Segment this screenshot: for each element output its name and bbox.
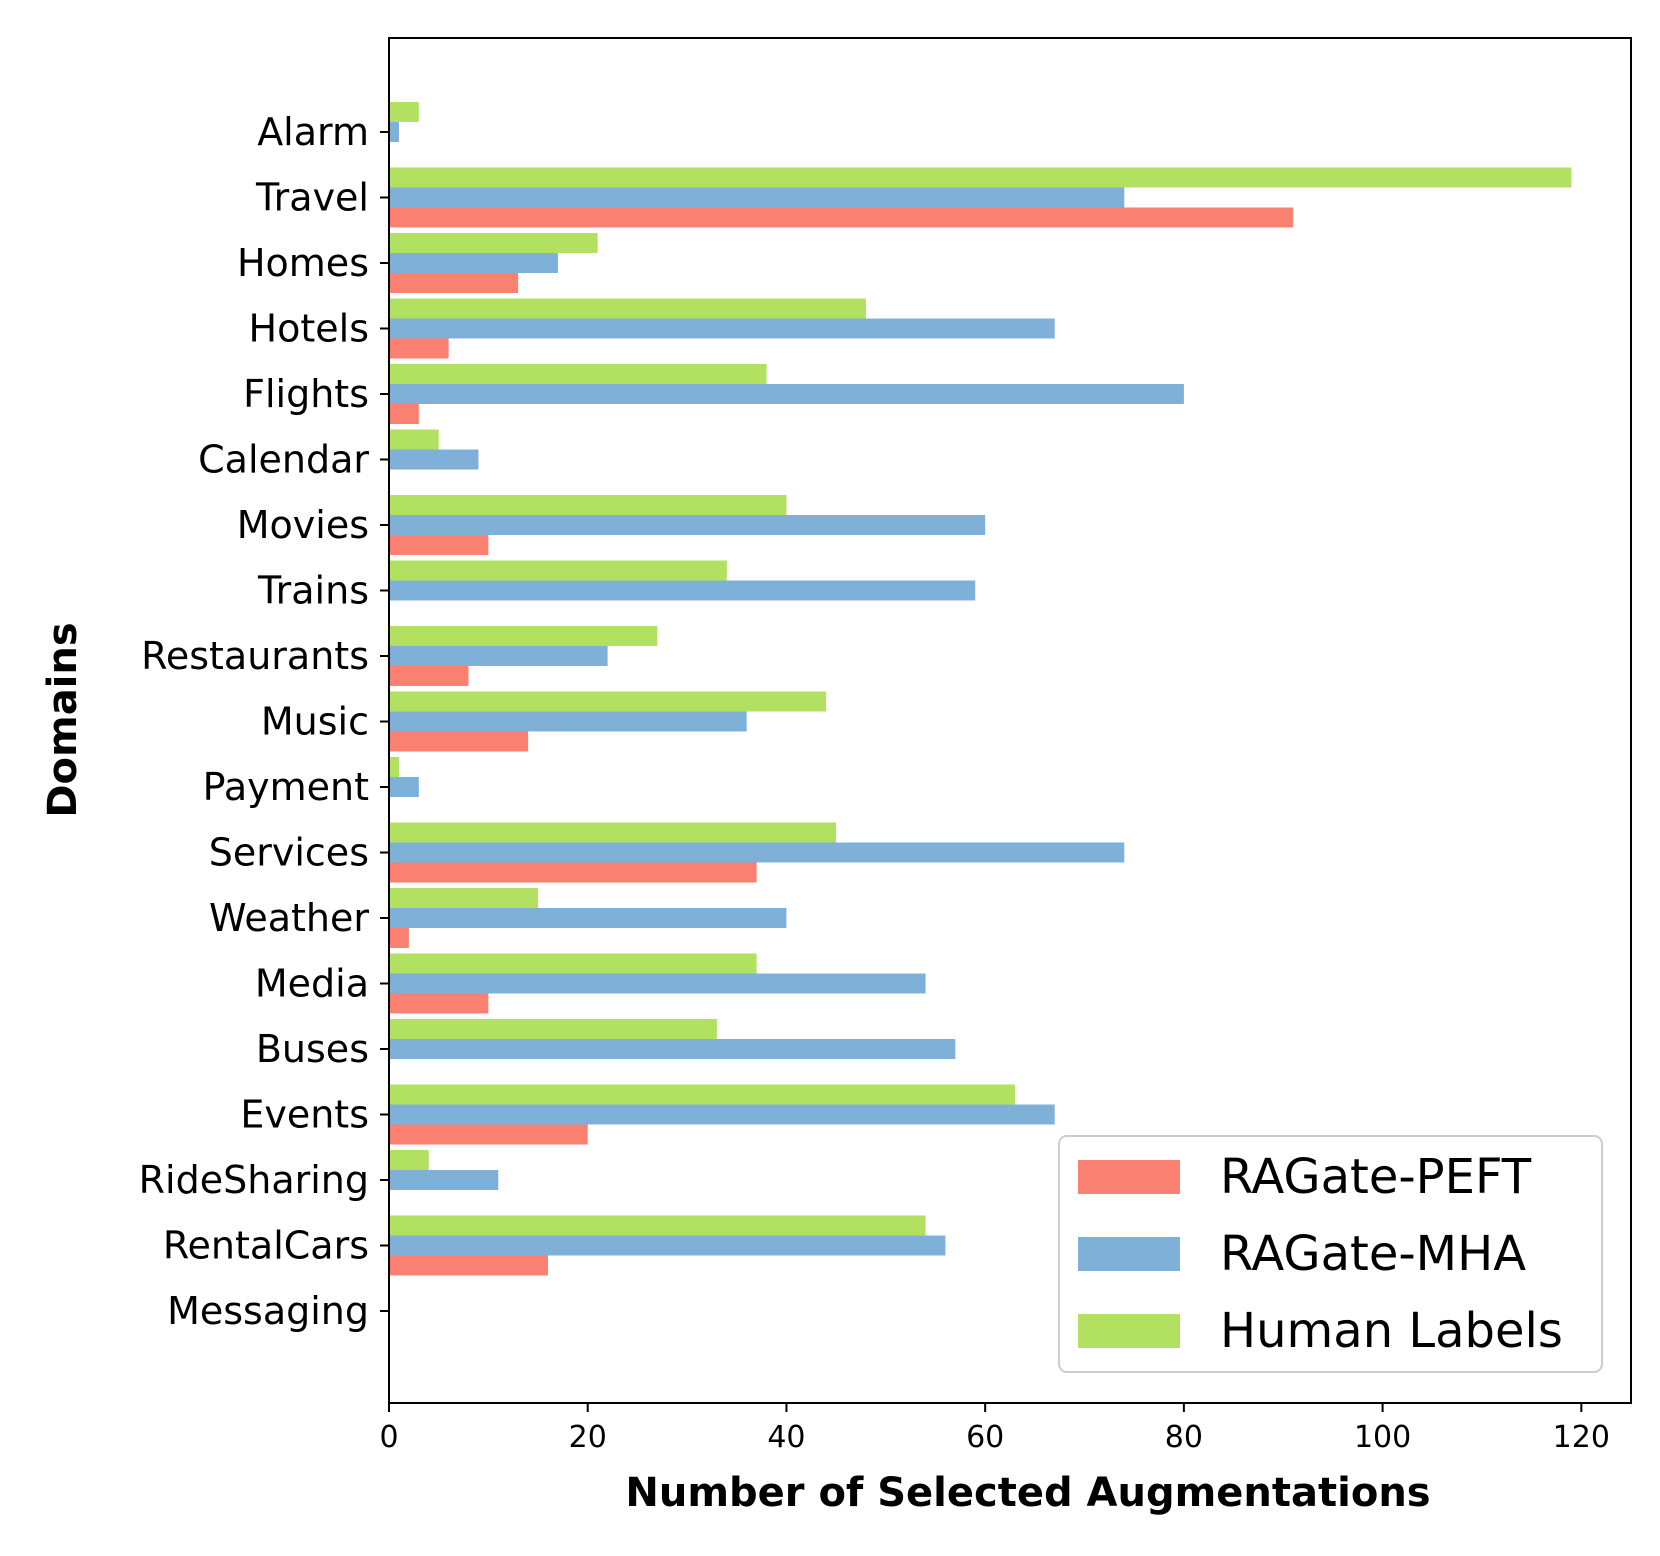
bar-human-labels-media <box>389 953 757 974</box>
x-tick-label-100: 100 <box>1354 1420 1411 1455</box>
bar-ragate-mha-trains <box>389 580 976 601</box>
y-tick-label-buses: Buses <box>256 1027 369 1071</box>
y-tick-label-messaging: Messaging <box>167 1289 369 1333</box>
bar-human-labels-trains <box>389 560 727 581</box>
bar-ragate-mha-hotels <box>389 318 1055 339</box>
bar-human-labels-hotels <box>389 298 866 319</box>
legend-swatch-human-labels <box>1078 1314 1180 1348</box>
y-tick-label-payment: Payment <box>203 765 369 809</box>
bar-human-labels-payment <box>389 757 399 777</box>
bar-ragate-mha-payment <box>389 777 419 797</box>
legend-label-ragate-peft: RAGate-PEFT <box>1220 1149 1532 1205</box>
y-tick-label-homes: Homes <box>237 241 369 285</box>
bar-ragate-mha-rentalcars <box>389 1235 946 1256</box>
x-axis-title: Number of Selected Augmentations <box>625 1470 1430 1516</box>
bar-ragate-mha-travel <box>389 187 1125 208</box>
y-tick-label-weather: Weather <box>209 896 369 940</box>
bar-human-labels-flights <box>389 364 767 384</box>
bar-ragate-mha-calendar <box>389 449 479 470</box>
bar-ragate-mha-flights <box>389 384 1184 404</box>
bar-ragate-peft-restaurants <box>389 666 469 686</box>
bar-human-labels-calendar <box>389 429 439 450</box>
y-axis: Alarm Travel Homes Hotels Flights Calendar Mov… <box>139 110 389 1333</box>
y-tick-label-travel: Travel <box>255 176 369 220</box>
bar-ragate-peft-movies <box>389 535 489 555</box>
bar-ragate-peft-flights <box>389 404 419 424</box>
bar-ragate-peft-travel <box>389 207 1294 228</box>
x-tick-label-40: 40 <box>767 1420 805 1455</box>
x-tick-label-80: 80 <box>1165 1420 1203 1455</box>
bar-human-labels-restaurants <box>389 626 658 646</box>
bar-ragate-peft-hotels <box>389 338 449 359</box>
bar-ragate-mha-ridesharing <box>389 1170 499 1190</box>
bar-human-labels-weather <box>389 888 539 908</box>
bar-ragate-mha-alarm <box>389 122 399 142</box>
bar-ragate-peft-media <box>389 993 489 1014</box>
bar-ragate-mha-media <box>389 973 926 994</box>
y-tick-label-media: Media <box>255 962 369 1006</box>
y-tick-label-trains: Trains <box>257 569 369 613</box>
bar-ragate-mha-movies <box>389 515 986 535</box>
x-tick-label-60: 60 <box>966 1420 1004 1455</box>
y-tick-label-events: Events <box>240 1093 369 1137</box>
y-tick-label-ridesharing: RideSharing <box>139 1158 369 1202</box>
legend-swatch-ragate-mha <box>1078 1237 1180 1271</box>
legend-box <box>1058 1135 1603 1373</box>
y-tick-label-music: Music <box>261 700 369 744</box>
bar-ragate-peft-events <box>389 1124 588 1145</box>
bar-ragate-mha-weather <box>389 908 787 928</box>
bar-ragate-mha-events <box>389 1104 1055 1125</box>
bar-ragate-mha-homes <box>389 253 558 273</box>
bar-ragate-mha-music <box>389 711 747 732</box>
bar-human-labels-ridesharing <box>389 1150 429 1170</box>
legend-label-ragate-mha: RAGate-MHA <box>1220 1226 1526 1282</box>
bar-human-labels-events <box>389 1084 1015 1105</box>
y-tick-label-alarm: Alarm <box>257 110 369 154</box>
bar-ragate-mha-services <box>389 842 1125 863</box>
x-tick-label-0: 0 <box>379 1420 398 1455</box>
y-tick-label-flights: Flights <box>243 372 369 416</box>
y-tick-label-restaurants: Restaurants <box>141 634 369 678</box>
bar-ragate-peft-music <box>389 731 529 752</box>
legend: RAGate-PEFT RAGate-MHA Human Labels <box>1058 1135 1603 1373</box>
legend-swatch-ragate-peft <box>1078 1160 1180 1194</box>
x-tick-label-20: 20 <box>569 1420 607 1455</box>
bar-human-labels-rentalcars <box>389 1215 926 1236</box>
legend-label-human-labels: Human Labels <box>1220 1303 1563 1359</box>
y-tick-label-services: Services <box>209 831 369 875</box>
bar-ragate-peft-weather <box>389 928 409 948</box>
bar-ragate-mha-restaurants <box>389 646 608 666</box>
bar-human-labels-travel <box>389 167 1572 188</box>
bar-ragate-peft-services <box>389 862 757 883</box>
y-tick-label-rentalcars: RentalCars <box>163 1224 369 1268</box>
bar-human-labels-movies <box>389 495 787 515</box>
bar-ragate-peft-homes <box>389 273 519 293</box>
bar-human-labels-buses <box>389 1019 717 1039</box>
bar-human-labels-services <box>389 822 837 843</box>
y-tick-label-calendar: Calendar <box>198 438 369 482</box>
y-tick-label-movies: Movies <box>237 503 369 547</box>
bar-ragate-peft-rentalcars <box>389 1255 548 1276</box>
y-tick-label-hotels: Hotels <box>249 307 369 351</box>
bars-group <box>389 102 1572 1276</box>
bar-human-labels-music <box>389 691 827 712</box>
x-tick-label-120: 120 <box>1553 1420 1610 1455</box>
bar-ragate-mha-buses <box>389 1039 956 1059</box>
bar-human-labels-homes <box>389 233 598 253</box>
y-axis-title: Domains <box>40 622 86 817</box>
bar-human-labels-alarm <box>389 102 419 122</box>
x-axis: 0 20 40 60 80 100 120 <box>379 1403 1610 1455</box>
